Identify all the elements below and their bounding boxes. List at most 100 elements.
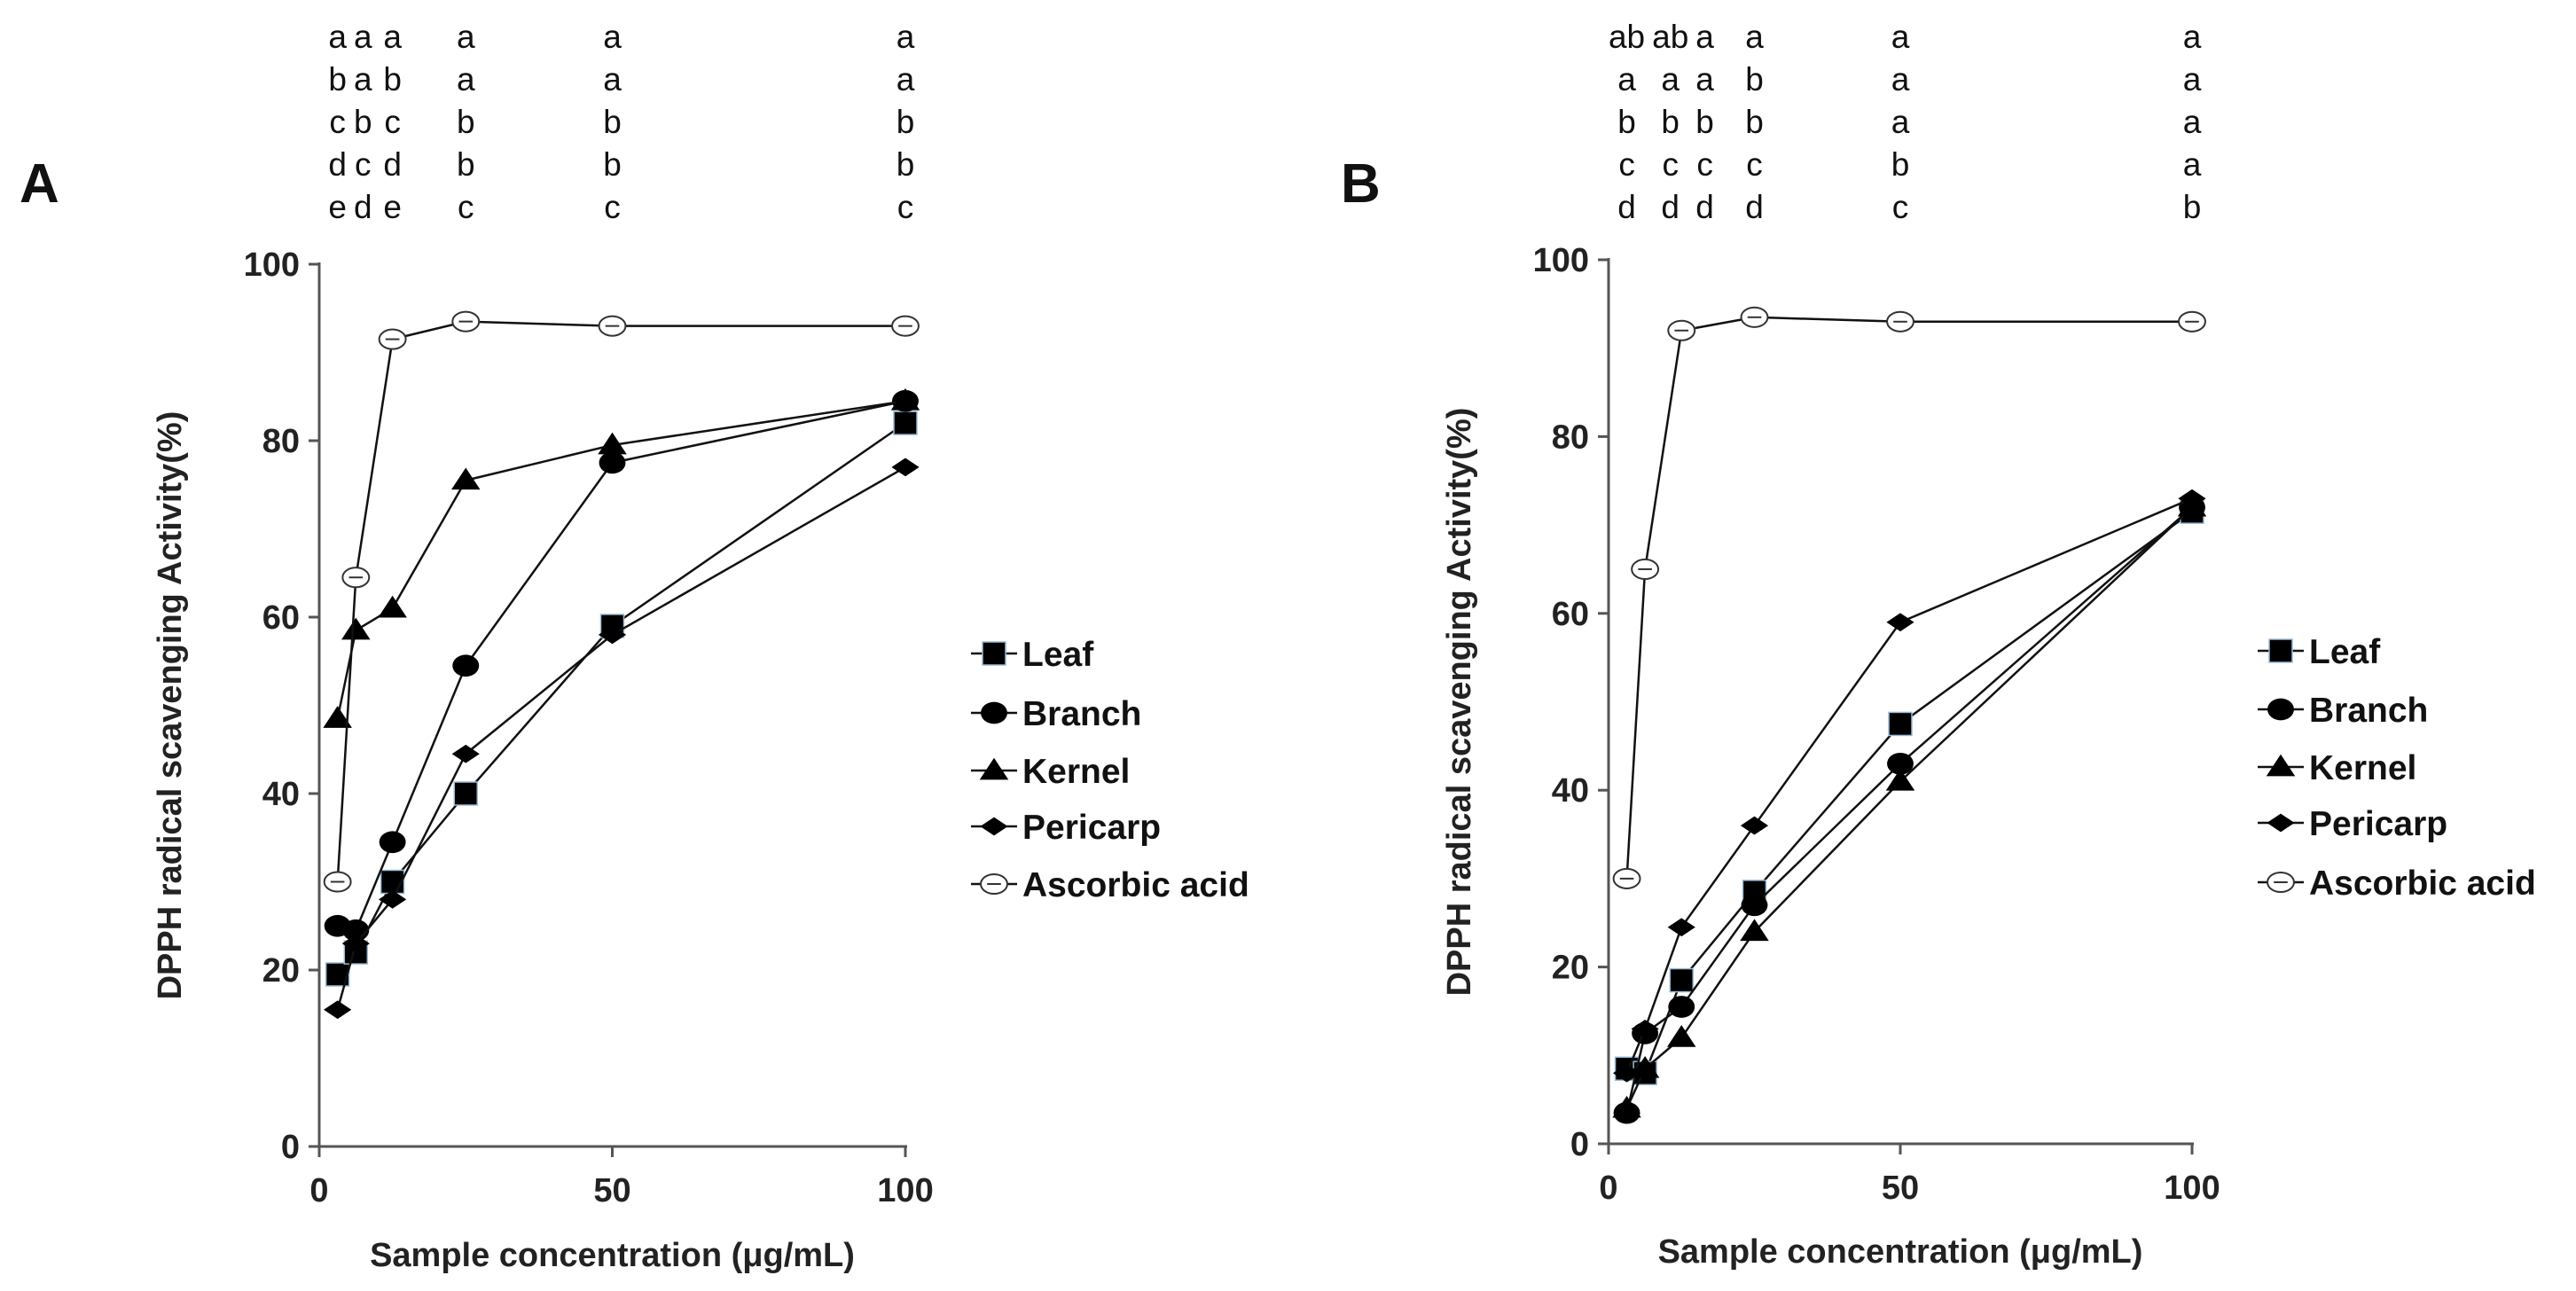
significance-letter: b bbox=[2183, 189, 2202, 225]
legend-item: Ascorbic acid bbox=[2258, 865, 2536, 903]
significance-letter: b bbox=[1661, 104, 1679, 140]
legend-label: Leaf bbox=[2309, 633, 2381, 671]
data-point bbox=[1612, 1095, 1641, 1118]
series-pericarp bbox=[1612, 489, 2206, 1083]
x-axis-label: Sample concentration (μg/mL) bbox=[370, 1237, 855, 1274]
data-point bbox=[1612, 1063, 1641, 1083]
data-point bbox=[891, 458, 920, 477]
significance-letter: d bbox=[1661, 189, 1679, 225]
significance-letter: c bbox=[355, 146, 372, 183]
significance-letter: a bbox=[1891, 61, 1910, 98]
significance-letter: a bbox=[2183, 19, 2202, 55]
significance-letter: a bbox=[1617, 61, 1636, 98]
data-point bbox=[453, 781, 478, 806]
series-line bbox=[336, 422, 906, 975]
data-point bbox=[451, 744, 480, 763]
legend-marker bbox=[979, 757, 1009, 780]
y-axis-label: DPPH radical scavenging Activity(%) bbox=[152, 411, 189, 1000]
significance-letter: d bbox=[383, 146, 402, 183]
legend-marker bbox=[2266, 754, 2296, 777]
significance-letter: b bbox=[1617, 104, 1636, 140]
data-point bbox=[379, 890, 407, 909]
legend-marker bbox=[2267, 813, 2295, 833]
significance-letter: b bbox=[1695, 104, 1714, 140]
significance-letter: e bbox=[383, 189, 402, 225]
legend-item: Leaf bbox=[2258, 633, 2381, 671]
significance-letter: c bbox=[458, 189, 474, 225]
legend-item: Branch bbox=[2258, 692, 2428, 730]
data-point bbox=[341, 934, 370, 953]
significance-letter: a bbox=[328, 19, 347, 55]
legend-marker bbox=[2268, 638, 2293, 663]
data-point bbox=[1631, 558, 1660, 581]
legend-item: Leaf bbox=[971, 636, 1094, 674]
data-point bbox=[1612, 867, 1641, 889]
data-point bbox=[598, 625, 627, 645]
significance-letter: d bbox=[328, 146, 347, 183]
significance-letter: a bbox=[457, 61, 475, 98]
data-point bbox=[1886, 613, 1914, 632]
chart-panel-a: A 0 20 40 60 80 100 0 50 100 Sample concentration … bbox=[20, 19, 1249, 1274]
data-point bbox=[323, 871, 352, 893]
significance-letter: c bbox=[384, 104, 401, 140]
data-point bbox=[1667, 319, 1696, 341]
data-point bbox=[341, 567, 371, 589]
significance-letter: b bbox=[457, 104, 475, 140]
data-point bbox=[379, 831, 406, 854]
significance-letter: a bbox=[1891, 19, 1910, 55]
x-tick-label: 0 bbox=[1599, 1170, 1617, 1207]
significance-letter: a bbox=[1745, 19, 1764, 55]
y-tick-label: 100 bbox=[1533, 242, 1589, 279]
significance-letter: c bbox=[1892, 189, 1909, 225]
legend-marker bbox=[2267, 871, 2295, 894]
significance-letter: e bbox=[328, 189, 347, 225]
data-point bbox=[323, 706, 352, 728]
significance-letter: b bbox=[354, 104, 372, 140]
data-point bbox=[378, 328, 407, 350]
data-point bbox=[890, 387, 920, 411]
legend-marker bbox=[2267, 698, 2294, 721]
significance-letter: b bbox=[1891, 146, 1910, 183]
data-point bbox=[451, 310, 481, 333]
significance-letter: c bbox=[329, 104, 346, 140]
series-kernel bbox=[1612, 494, 2207, 1118]
series-line bbox=[336, 320, 905, 882]
y-tick-label: 80 bbox=[1552, 419, 1589, 456]
chart-panel-b: B 0 20 40 60 80 100 0 50 100 Sample concentration … bbox=[1341, 19, 2536, 1271]
data-point bbox=[893, 411, 918, 435]
series-line bbox=[1625, 506, 2193, 1109]
significance-letter: ab bbox=[1609, 19, 1645, 55]
significance-letter: b bbox=[1745, 104, 1764, 140]
significance-letter: c bbox=[1662, 146, 1679, 183]
significance-letter: a bbox=[1891, 104, 1910, 140]
y-tick-label: 40 bbox=[262, 776, 300, 813]
data-point bbox=[1740, 816, 1769, 835]
y-tick-label: 100 bbox=[244, 246, 300, 284]
significance-letter: a bbox=[2183, 61, 2202, 98]
significance-letter: b bbox=[603, 104, 622, 140]
legend-label: Ascorbic acid bbox=[1022, 866, 1249, 904]
series-line bbox=[1625, 497, 2193, 1074]
significance-letter: a bbox=[603, 61, 622, 98]
data-point bbox=[452, 654, 480, 677]
x-tick-label: 50 bbox=[1882, 1170, 1919, 1207]
legend-item: Branch bbox=[971, 695, 1141, 733]
significance-letter: b bbox=[897, 146, 915, 183]
data-point bbox=[1669, 967, 1694, 993]
significance-letter: a bbox=[897, 61, 915, 98]
x-tick-label: 50 bbox=[593, 1172, 630, 1209]
legend-marker bbox=[981, 701, 1007, 724]
significance-letter: b bbox=[457, 146, 475, 183]
series-line bbox=[1625, 506, 2193, 1114]
significance-letter: a bbox=[2183, 104, 2202, 140]
series-ascorbic-acid bbox=[323, 310, 920, 893]
x-axis-label: Sample concentration (μg/mL) bbox=[1658, 1233, 2143, 1271]
data-point bbox=[341, 617, 371, 640]
